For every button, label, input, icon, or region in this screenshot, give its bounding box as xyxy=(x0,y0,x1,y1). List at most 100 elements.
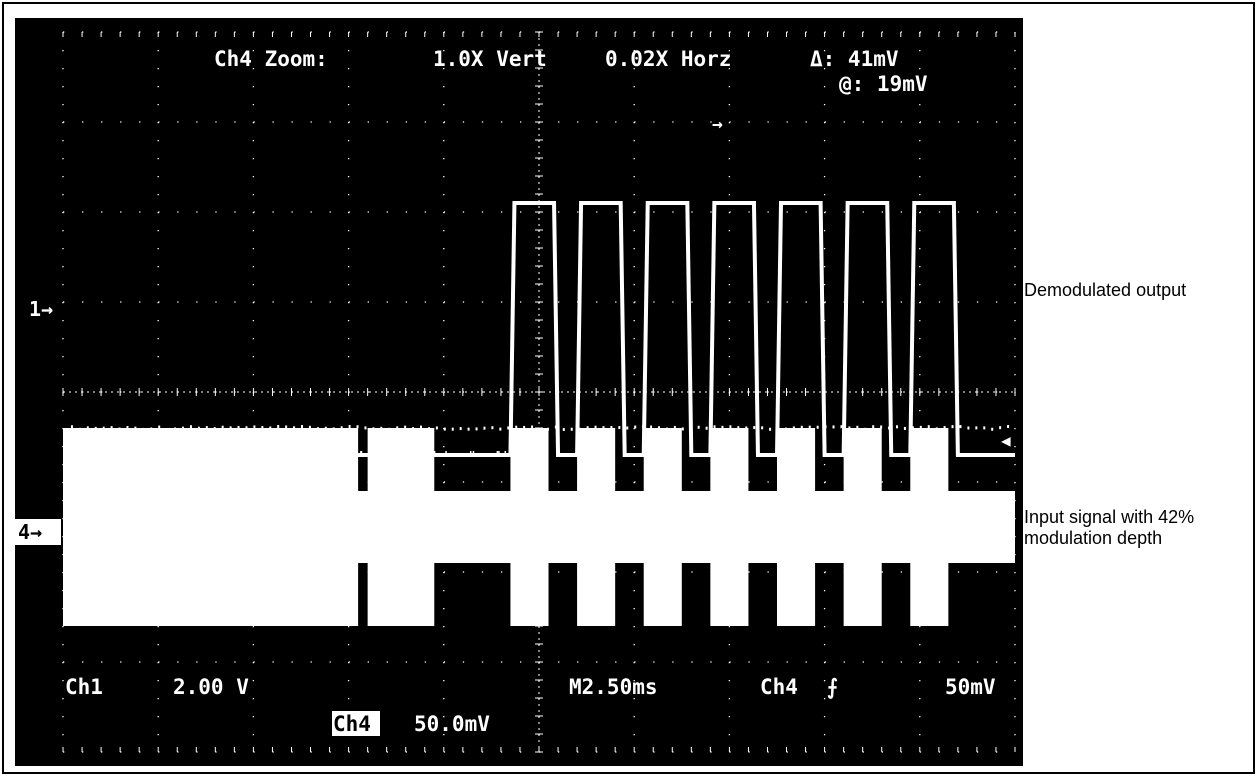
ch1-scale: 2.00 V xyxy=(173,675,249,699)
input-noise xyxy=(531,425,534,429)
input-noise xyxy=(158,425,161,429)
oscilloscope-screen: Ch4 Zoom: 1.0X Vert 0.02X Horz Δ: 41mV @… xyxy=(15,18,1023,766)
input-noise xyxy=(967,426,970,430)
trigger-source: Ch4 xyxy=(760,675,798,699)
input-noise xyxy=(380,426,383,430)
input-noise xyxy=(840,425,843,429)
input-noise xyxy=(102,426,105,430)
header-readout: Ch4 Zoom: 1.0X Vert 0.02X Horz Δ: 41mV @… xyxy=(214,47,928,135)
input-noise xyxy=(943,426,946,430)
input-noise xyxy=(435,426,438,430)
input-envelope-high xyxy=(777,428,816,626)
input-noise xyxy=(618,426,621,430)
input-noise xyxy=(427,427,430,431)
input-noise xyxy=(919,425,922,429)
input-noise xyxy=(634,425,637,429)
input-noise xyxy=(864,427,867,431)
horz-zoom: 0.02X Horz xyxy=(605,47,731,71)
input-noise xyxy=(626,426,629,430)
input-noise xyxy=(86,426,89,430)
input-noise xyxy=(70,425,73,429)
input-noise xyxy=(451,427,454,431)
input-noise xyxy=(189,425,192,429)
input-noise xyxy=(673,425,676,429)
input-envelope-high xyxy=(63,428,359,626)
input-noise xyxy=(1007,425,1010,429)
input-noise xyxy=(396,426,399,430)
zoom-label: Ch4 Zoom: xyxy=(214,47,328,71)
input-noise xyxy=(586,426,589,430)
input-noise xyxy=(911,426,914,430)
input-noise xyxy=(78,427,81,431)
ch4-scale: 50.0mV xyxy=(414,712,490,736)
input-noise xyxy=(665,427,668,431)
input-noise xyxy=(729,425,732,429)
trigger-position-arrow: → xyxy=(712,114,723,135)
ch4-label-box xyxy=(332,711,380,736)
input-noise xyxy=(658,426,660,430)
input-envelope-high xyxy=(710,428,749,626)
input-noise xyxy=(697,425,700,429)
input-noise xyxy=(253,425,256,429)
input-noise xyxy=(507,426,510,430)
input-noise xyxy=(197,426,200,430)
input-signal-trace xyxy=(63,425,1015,626)
input-noise xyxy=(499,427,502,431)
input-noise xyxy=(761,426,764,430)
input-noise xyxy=(237,426,240,430)
input-noise xyxy=(483,426,486,430)
input-noise xyxy=(205,426,208,430)
input-noise xyxy=(269,426,272,430)
oscilloscope-plot: Ch4 Zoom: 1.0X Vert 0.02X Horz Δ: 41mV @… xyxy=(15,31,1016,753)
input-noise xyxy=(570,427,573,431)
input-noise xyxy=(880,425,883,429)
input-noise xyxy=(364,426,367,430)
input-noise xyxy=(420,425,422,429)
input-envelope-high xyxy=(843,428,882,626)
input-noise xyxy=(404,425,407,429)
input-noise xyxy=(94,426,97,430)
input-noise xyxy=(332,427,335,431)
input-noise xyxy=(721,425,724,429)
input-noise xyxy=(983,426,986,430)
input-noise xyxy=(808,425,811,429)
graticule xyxy=(62,31,1016,753)
input-noise xyxy=(245,426,248,430)
input-noise xyxy=(705,426,708,430)
channel-markers: 1→ 4→ ◀ xyxy=(15,297,1011,545)
input-noise xyxy=(475,427,478,431)
input-noise xyxy=(959,425,962,429)
input-signal-label-line2: modulation depth xyxy=(1024,528,1163,548)
trigger-level-arrow: ◀ xyxy=(1001,431,1011,450)
input-noise xyxy=(293,426,296,430)
input-noise xyxy=(935,427,938,431)
input-noise xyxy=(800,425,803,429)
input-noise xyxy=(118,427,121,431)
input-noise xyxy=(63,428,65,431)
input-signal-label: Input signal with 42% modulation depth xyxy=(1024,507,1194,549)
input-signal-label-line1: Input signal with 42% xyxy=(1024,507,1195,527)
input-noise xyxy=(229,426,232,430)
footer-readout: Ch1 2.00 V Ch4 50.0mV M2.50ms Ch4 ⨍ 50mV xyxy=(65,675,996,736)
input-noise xyxy=(991,427,994,431)
input-noise xyxy=(261,425,264,429)
input-noise xyxy=(467,427,470,431)
input-noise xyxy=(515,425,518,429)
ch1-ground-marker: 1→ xyxy=(29,297,53,321)
input-noise xyxy=(951,425,954,429)
ch4-ground-marker: 4→ xyxy=(18,520,42,544)
input-noise xyxy=(142,427,145,431)
input-noise xyxy=(816,425,819,429)
input-noise xyxy=(221,425,224,429)
input-noise xyxy=(459,427,462,431)
input-noise xyxy=(848,426,851,430)
input-noise xyxy=(324,426,327,430)
input-noise xyxy=(126,425,129,429)
input-noise xyxy=(110,426,113,430)
input-noise xyxy=(903,426,906,430)
input-envelope-high xyxy=(643,428,682,626)
input-noise xyxy=(745,426,748,430)
input-envelope-high xyxy=(367,428,435,626)
input-noise xyxy=(182,426,184,430)
